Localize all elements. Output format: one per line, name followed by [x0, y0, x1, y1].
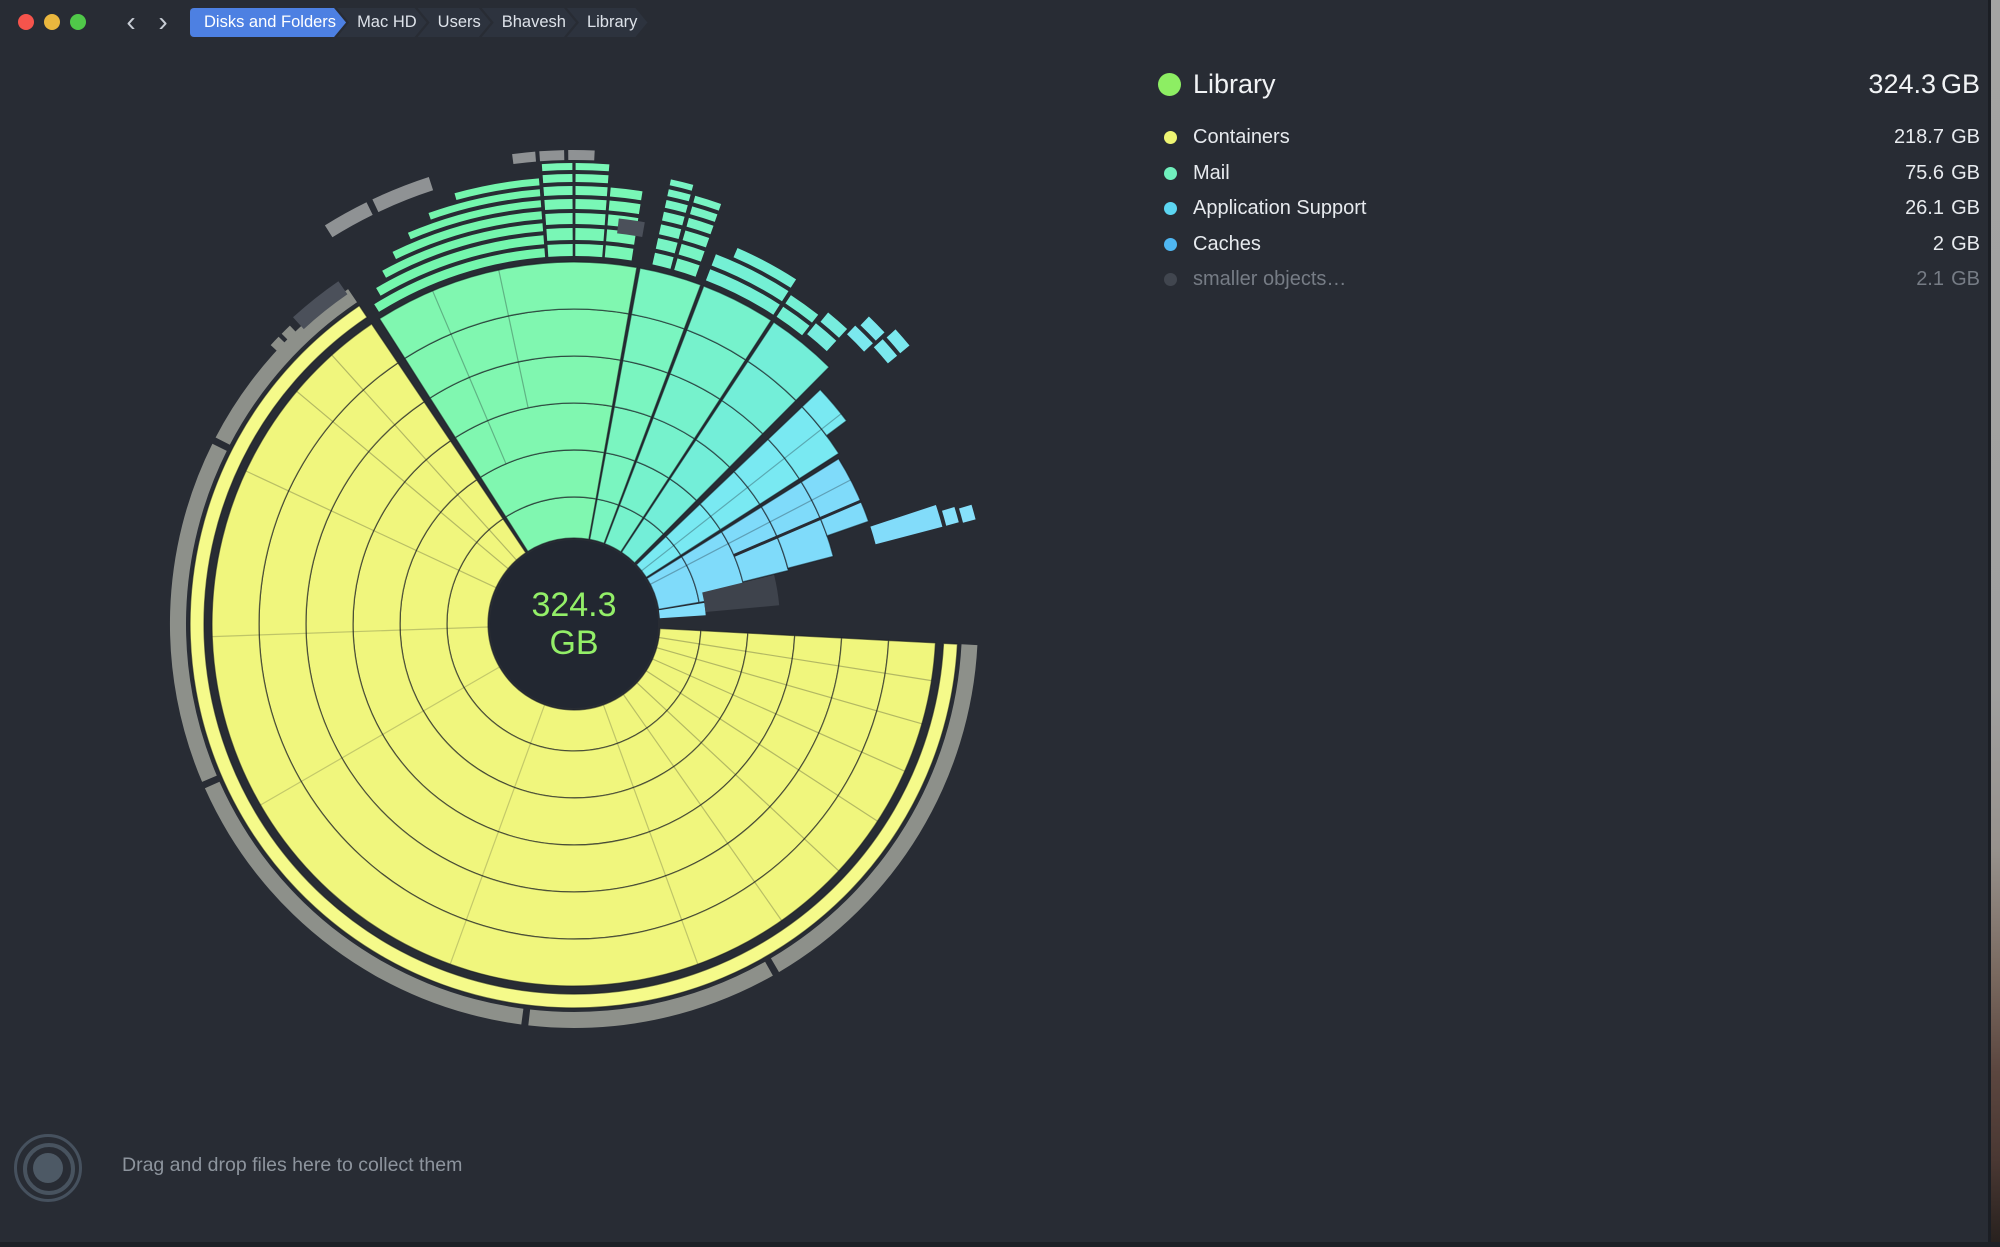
legend-title-unit: GB: [1940, 68, 1980, 99]
collector-target-icon-core: [33, 1153, 63, 1183]
legend-row-containers[interactable]: Containers 218.7 GB: [1158, 120, 1980, 156]
close-button[interactable]: [18, 14, 34, 30]
legend-row-size: 75.6: [1905, 161, 1944, 184]
library-color-dot: [1158, 72, 1181, 96]
legend-row-unit: GB: [1951, 268, 1980, 291]
mail-color-dot: [1164, 166, 1177, 180]
legend-title-row[interactable]: Library 324.3 GB: [1158, 62, 1980, 106]
containers-color-dot: [1164, 131, 1177, 145]
legend-row-label: smaller objects…: [1193, 268, 1347, 291]
legend-row-unit: GB: [1951, 232, 1980, 255]
window-bottom-edge: [0, 1242, 2000, 1247]
breadcrumb-item-users[interactable]: Users: [418, 8, 491, 37]
legend-row-label: Mail: [1193, 161, 1230, 184]
breadcrumb-item-bhavesh[interactable]: Bhavesh: [482, 8, 576, 37]
breadcrumb-item-mac-hd[interactable]: Mac HD: [337, 8, 427, 37]
legend-panel: Library 324.3 GB Containers 218.7 GB Mai…: [1158, 62, 1980, 298]
breadcrumb-item-disks-and-folders[interactable]: Disks and Folders: [190, 8, 346, 37]
legend-rows: Containers 218.7 GB Mail 75.6 GB Applica…: [1158, 120, 1980, 298]
legend-row-label: Containers: [1193, 126, 1290, 149]
breadcrumb-item-library[interactable]: Library: [567, 8, 647, 37]
legend-row-size: 2: [1932, 232, 1944, 255]
collector-dropzone[interactable]: [14, 1134, 82, 1202]
drop-hint-text: Drag and drop files here to collect them: [122, 1154, 463, 1176]
smaller-objects-color-dot: [1164, 273, 1177, 287]
collector-target-icon: [14, 1134, 82, 1202]
legend-row-unit: GB: [1951, 161, 1980, 184]
legend-row-size: 26.1: [1905, 197, 1944, 220]
legend-row-mail[interactable]: Mail 75.6 GB: [1158, 156, 1980, 192]
title-bar: ‹ › Disks and Folders Mac HD Users Bhave…: [0, 0, 2000, 44]
legend-row-size: 2.1: [1916, 268, 1944, 291]
legend-row-application-support[interactable]: Application Support 26.1 GB: [1158, 191, 1980, 227]
breadcrumb: Disks and Folders Mac HD Users Bhavesh L…: [190, 8, 647, 37]
legend-row-caches[interactable]: Caches 2 GB: [1158, 227, 1980, 263]
back-button[interactable]: ‹: [126, 6, 136, 37]
forward-button[interactable]: ›: [158, 6, 168, 37]
zoom-button[interactable]: [70, 14, 86, 30]
legend-row-unit: GB: [1951, 126, 1980, 149]
legend-row-label: Application Support: [1193, 197, 1367, 220]
legend-title-size: 324.3: [1868, 68, 1936, 99]
application-support-color-dot: [1164, 202, 1177, 216]
legend-row-label: Caches: [1193, 232, 1261, 255]
minimize-button[interactable]: [44, 14, 60, 30]
window-right-edge: [1988, 0, 1991, 1247]
legend-row-smaller-objects[interactable]: smaller objects… 2.1 GB: [1158, 262, 1980, 298]
collector-target-icon-ring: [23, 1143, 75, 1195]
legend-row-unit: GB: [1951, 197, 1980, 220]
legend-row-size: 218.7: [1893, 126, 1944, 149]
caches-color-dot: [1164, 237, 1177, 251]
legend-title-label: Library: [1193, 68, 1276, 99]
desktop-behind-strip: [1991, 0, 2000, 1247]
